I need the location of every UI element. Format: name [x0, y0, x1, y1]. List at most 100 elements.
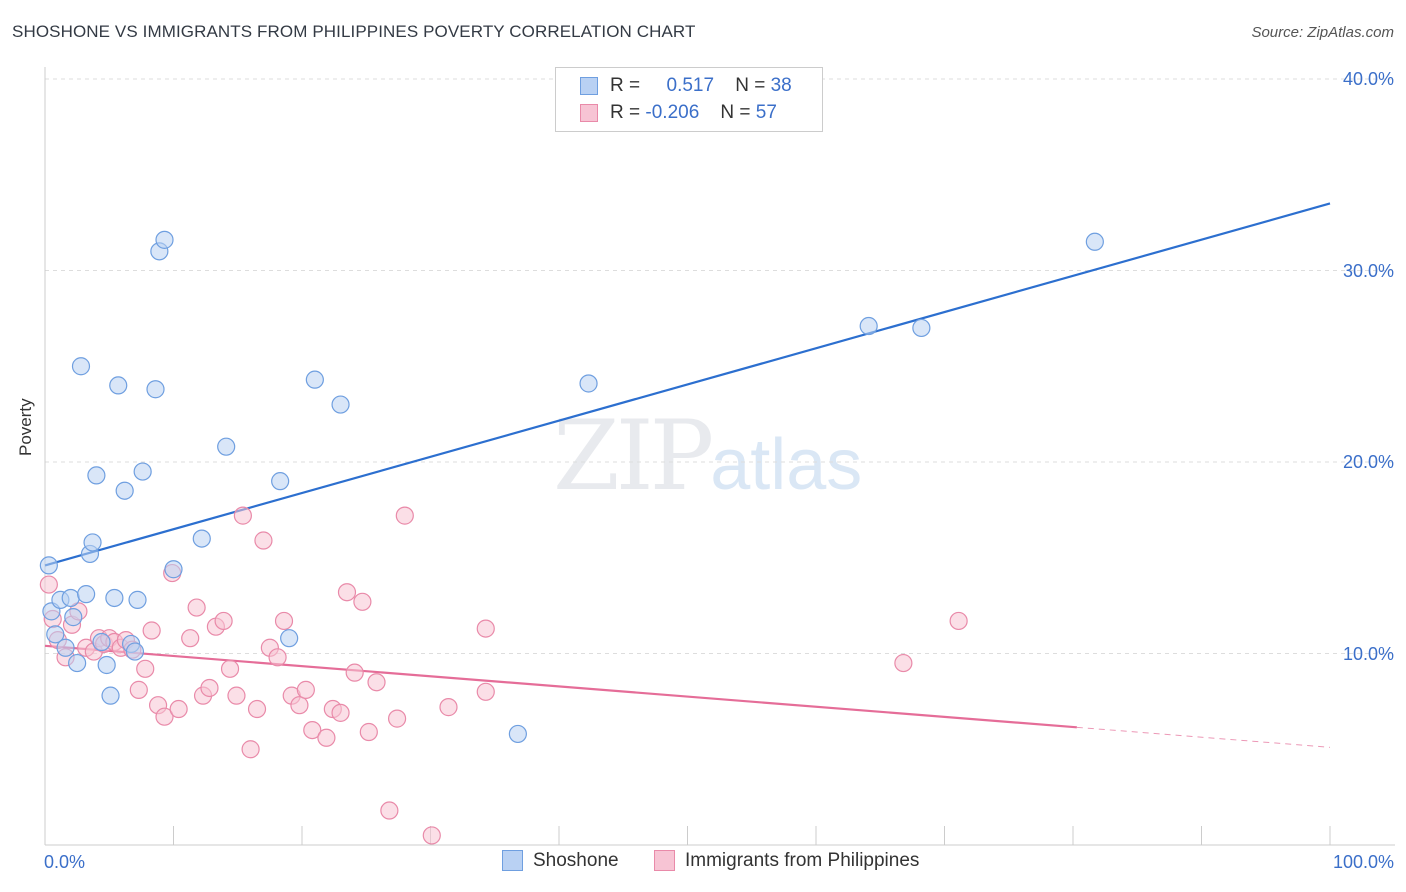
n-label: N = — [735, 75, 766, 96]
data-point-shoshone — [579, 374, 598, 393]
data-point-shoshone — [61, 588, 80, 608]
data-point-shoshone — [164, 560, 183, 579]
data-point-philippines — [181, 629, 200, 648]
stats-legend-row-philippines: R = -0.206 N = 57 — [580, 101, 777, 125]
legend-label: Shoshone — [533, 850, 619, 871]
data-point-philippines — [359, 722, 378, 742]
data-point-shoshone — [101, 686, 120, 705]
data-point-shoshone — [331, 395, 350, 414]
y-tick-label: 20.0% — [1342, 452, 1394, 472]
data-point-philippines — [241, 740, 260, 759]
legend-item-philippines: Immigrants from Philippines — [654, 850, 919, 872]
data-point-philippines — [155, 707, 174, 726]
n-value: 38 — [770, 75, 792, 96]
data-point-shoshone — [109, 376, 128, 395]
data-point-shoshone — [859, 316, 878, 336]
trend-line-philippines — [44, 644, 1331, 748]
r-value: -0.206 — [645, 102, 700, 123]
data-point-philippines — [142, 621, 161, 640]
data-point-philippines — [367, 673, 386, 692]
data-point-shoshone — [155, 230, 174, 249]
data-point-shoshone — [115, 481, 134, 500]
data-point-philippines — [274, 611, 294, 631]
data-point-philippines — [317, 728, 336, 747]
data-point-shoshone — [217, 437, 236, 456]
data-point-shoshone — [71, 357, 91, 376]
data-point-philippines — [331, 703, 350, 722]
legend-item-shoshone: Shoshone — [502, 850, 619, 872]
source-label: Source: ZipAtlas.com — [1251, 24, 1394, 41]
data-point-shoshone — [83, 533, 102, 552]
data-point-philippines — [380, 801, 399, 820]
stats-legend: R = 0.517 N = 38 R = -0.206 N = 57 — [555, 67, 823, 132]
pink-swatch-icon — [580, 103, 598, 122]
legend-label: Immigrants from Philippines — [685, 850, 920, 871]
data-point-philippines — [129, 680, 148, 699]
x-tick-label-min: 0.0% — [44, 852, 86, 872]
data-point-philippines — [187, 598, 206, 617]
data-point-philippines — [136, 659, 155, 678]
x-tick-label-max: 100.0% — [1332, 852, 1394, 872]
data-point-philippines — [247, 699, 267, 719]
data-point-philippines — [39, 575, 58, 594]
data-point-shoshone — [1085, 232, 1104, 251]
data-point-philippines — [254, 531, 273, 550]
n-value: 57 — [755, 102, 777, 123]
data-point-shoshone — [87, 466, 106, 485]
data-point-philippines — [476, 682, 495, 701]
data-point-philippines — [949, 611, 968, 631]
y-tick-label: 30.0% — [1342, 260, 1394, 281]
data-point-shoshone — [39, 556, 58, 575]
data-point-philippines — [220, 659, 240, 678]
watermark-zip: ZIP — [553, 400, 714, 512]
trend-line-philippines-solid — [44, 644, 1077, 729]
data-point-shoshone — [46, 625, 65, 644]
data-point-philippines — [337, 583, 357, 602]
stats-legend-row-shoshone: R = 0.517 N = 38 — [580, 74, 792, 98]
watermark: ZIPatlas — [553, 400, 862, 512]
data-point-shoshone — [305, 370, 324, 389]
chart-title: SHOSHONE VS IMMIGRANTS FROM PHILIPPINES … — [12, 22, 696, 41]
axes — [44, 67, 1395, 846]
data-point-philippines — [395, 506, 414, 525]
data-point-philippines — [422, 826, 441, 845]
gridlines — [45, 78, 1395, 654]
data-point-philippines — [894, 653, 913, 673]
points-shoshone — [39, 230, 1104, 744]
data-point-philippines — [353, 592, 372, 611]
trend-line-philippines-solid-extension — [1076, 726, 1331, 748]
data-point-shoshone — [64, 608, 83, 627]
data-point-philippines — [439, 698, 458, 717]
data-point-shoshone — [105, 588, 124, 608]
data-point-shoshone — [68, 653, 87, 673]
data-point-shoshone — [92, 632, 111, 652]
watermark-atlas: atlas — [710, 425, 863, 505]
r-value: 0.517 — [666, 75, 715, 96]
blue-swatch-icon — [502, 850, 523, 872]
r-label: R = — [610, 102, 641, 123]
pink-swatch-icon — [654, 850, 675, 872]
data-point-shoshone — [280, 629, 299, 648]
trend-line-shoshone — [44, 202, 1331, 567]
data-point-philippines — [387, 709, 407, 728]
data-point-philippines — [233, 506, 252, 525]
data-point-shoshone — [508, 724, 527, 744]
data-point-shoshone — [77, 585, 96, 604]
data-point-shoshone — [912, 318, 931, 338]
points-philippines — [39, 506, 968, 845]
data-point-philippines — [296, 680, 315, 699]
data-point-shoshone — [146, 380, 165, 399]
data-point-philippines — [169, 699, 188, 719]
data-point-shoshone — [125, 642, 145, 661]
data-point-shoshone — [271, 472, 290, 491]
data-point-philippines — [200, 678, 219, 698]
data-point-philippines — [476, 619, 495, 638]
y-tick-label: 40.0% — [1342, 69, 1394, 89]
data-point-philippines — [227, 686, 246, 705]
y-axis-label: Poverty — [16, 398, 35, 456]
y-tick-label: 10.0% — [1342, 643, 1394, 664]
data-point-philippines — [268, 648, 287, 667]
data-point-shoshone — [192, 529, 211, 548]
data-point-shoshone — [128, 590, 147, 609]
